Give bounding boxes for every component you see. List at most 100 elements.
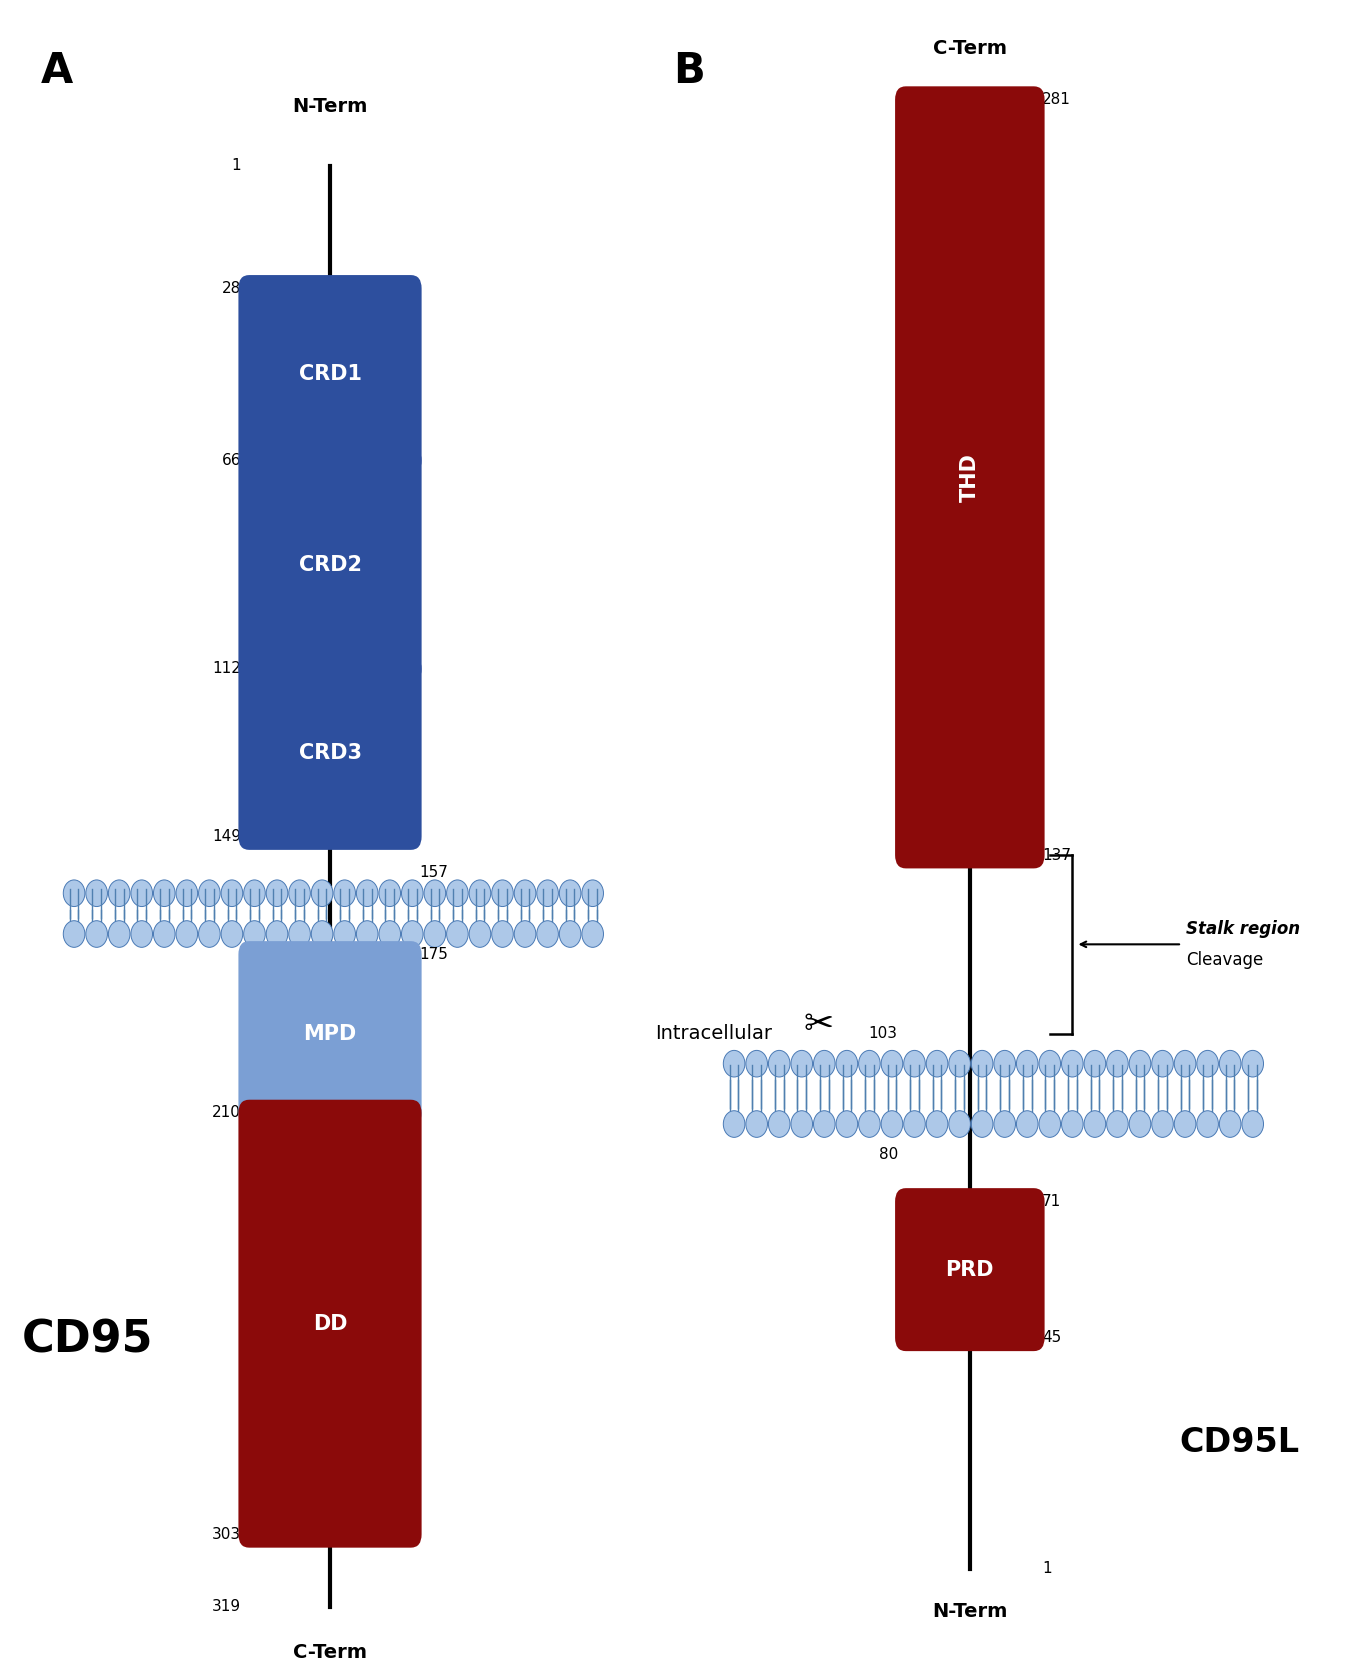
Circle shape [267, 880, 288, 906]
Circle shape [1197, 1051, 1219, 1077]
Circle shape [927, 1111, 948, 1137]
Text: C-Term: C-Term [933, 40, 1006, 58]
Text: Intracellular: Intracellular [656, 1024, 772, 1042]
Circle shape [904, 1051, 925, 1077]
Circle shape [131, 880, 152, 906]
Circle shape [1084, 1111, 1106, 1137]
Circle shape [63, 880, 85, 906]
Text: CRD3: CRD3 [299, 742, 361, 764]
Text: 210: 210 [213, 1106, 241, 1121]
Circle shape [858, 1051, 880, 1077]
Text: 80: 80 [878, 1147, 897, 1162]
Circle shape [86, 921, 108, 948]
Circle shape [154, 880, 175, 906]
Circle shape [492, 880, 513, 906]
Circle shape [537, 880, 559, 906]
Text: 319: 319 [211, 1599, 241, 1615]
Circle shape [723, 1051, 745, 1077]
Circle shape [334, 880, 356, 906]
Text: PRD: PRD [946, 1260, 994, 1280]
Circle shape [1107, 1051, 1129, 1077]
FancyBboxPatch shape [238, 276, 422, 473]
Circle shape [768, 1051, 789, 1077]
Circle shape [86, 880, 108, 906]
Text: N-Term: N-Term [932, 1602, 1008, 1620]
Circle shape [1084, 1051, 1106, 1077]
Circle shape [1039, 1111, 1060, 1137]
Circle shape [994, 1051, 1016, 1077]
Circle shape [1129, 1051, 1150, 1077]
Circle shape [244, 880, 265, 906]
FancyBboxPatch shape [238, 447, 422, 682]
Circle shape [814, 1111, 835, 1137]
Circle shape [357, 880, 379, 906]
Circle shape [131, 921, 152, 948]
Circle shape [1197, 1111, 1219, 1137]
Circle shape [1152, 1111, 1173, 1137]
Circle shape [904, 1111, 925, 1137]
Circle shape [469, 880, 490, 906]
Circle shape [424, 880, 446, 906]
Circle shape [357, 921, 379, 948]
Circle shape [447, 880, 469, 906]
Circle shape [288, 880, 310, 906]
Circle shape [401, 921, 423, 948]
Circle shape [63, 921, 85, 948]
Circle shape [176, 880, 198, 906]
Circle shape [1219, 1051, 1241, 1077]
Circle shape [768, 1111, 789, 1137]
Circle shape [267, 921, 288, 948]
Circle shape [1219, 1111, 1241, 1137]
Text: CRD1: CRD1 [299, 365, 361, 385]
Circle shape [154, 921, 175, 948]
FancyBboxPatch shape [238, 656, 422, 850]
Text: 45: 45 [1041, 1330, 1061, 1345]
Text: Stalk region: Stalk region [1185, 920, 1300, 938]
Circle shape [559, 880, 581, 906]
Text: CD95L: CD95L [1180, 1426, 1300, 1459]
Text: 303: 303 [211, 1527, 241, 1542]
Text: CD95: CD95 [22, 1318, 154, 1361]
Text: MPD: MPD [303, 1024, 357, 1044]
Text: 157: 157 [419, 865, 447, 880]
Text: ✂: ✂ [803, 1008, 834, 1042]
Circle shape [1242, 1111, 1263, 1137]
FancyBboxPatch shape [894, 86, 1045, 868]
Circle shape [927, 1051, 948, 1077]
Circle shape [858, 1111, 880, 1137]
Text: 103: 103 [869, 1026, 897, 1041]
Circle shape [198, 921, 220, 948]
Text: B: B [674, 50, 706, 91]
Circle shape [1061, 1111, 1083, 1137]
Text: 175: 175 [419, 946, 447, 961]
Circle shape [379, 880, 400, 906]
Text: 137: 137 [1041, 848, 1071, 863]
Circle shape [814, 1051, 835, 1077]
Circle shape [469, 921, 490, 948]
Circle shape [515, 880, 536, 906]
Circle shape [1129, 1111, 1150, 1137]
Circle shape [559, 921, 581, 948]
Circle shape [221, 921, 242, 948]
Circle shape [746, 1111, 768, 1137]
Text: DD: DD [313, 1313, 348, 1333]
Text: CRD2: CRD2 [299, 554, 361, 574]
Circle shape [1061, 1051, 1083, 1077]
Circle shape [971, 1051, 993, 1077]
Text: 1: 1 [232, 158, 241, 174]
Circle shape [424, 921, 446, 948]
Circle shape [447, 921, 469, 948]
Circle shape [791, 1051, 812, 1077]
Circle shape [198, 880, 220, 906]
Circle shape [994, 1111, 1016, 1137]
Text: 71: 71 [1041, 1194, 1061, 1208]
Circle shape [1242, 1051, 1263, 1077]
Circle shape [948, 1111, 970, 1137]
Circle shape [1039, 1051, 1060, 1077]
Circle shape [1107, 1111, 1129, 1137]
FancyBboxPatch shape [238, 1099, 422, 1547]
Circle shape [311, 880, 333, 906]
Circle shape [176, 921, 198, 948]
Circle shape [836, 1111, 858, 1137]
Circle shape [881, 1051, 902, 1077]
